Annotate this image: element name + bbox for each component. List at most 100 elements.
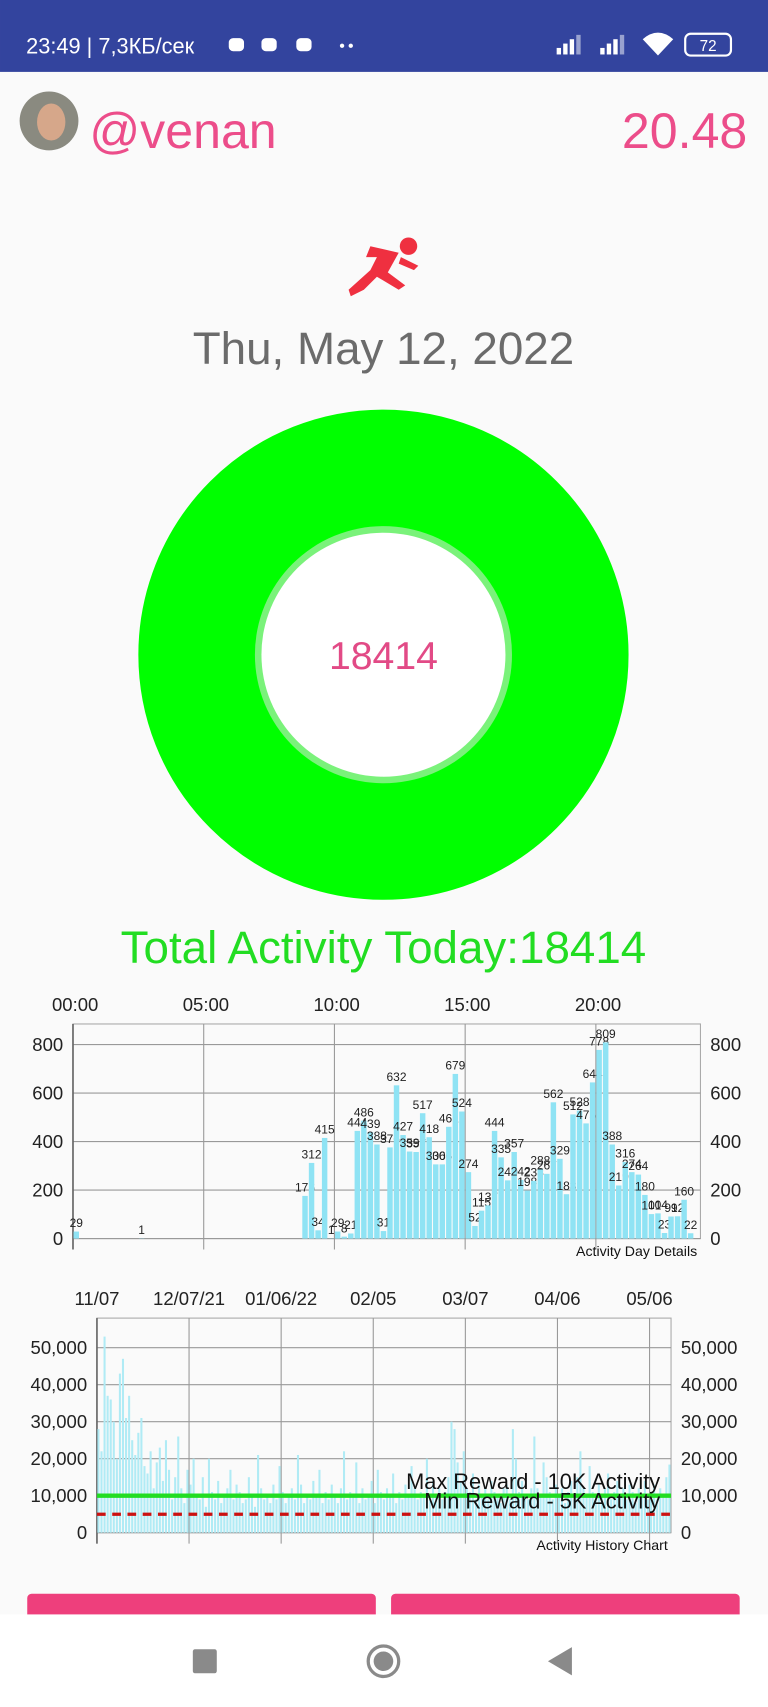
bar xyxy=(498,1157,504,1239)
bar xyxy=(229,1469,232,1533)
bar xyxy=(511,1152,517,1239)
bar xyxy=(687,1233,694,1239)
username[interactable]: @venan xyxy=(89,103,276,159)
bar xyxy=(321,1137,328,1239)
value-label: 101 xyxy=(641,1199,661,1213)
bar xyxy=(149,1451,152,1533)
value-label: 335 xyxy=(491,1142,511,1156)
bar xyxy=(341,1236,347,1239)
status-bar xyxy=(0,0,768,72)
bar xyxy=(398,1492,401,1533)
bar xyxy=(348,1233,354,1239)
bar xyxy=(433,1164,439,1239)
y2-tick-label: 200 xyxy=(710,1180,741,1201)
status-icons xyxy=(228,32,674,56)
bar xyxy=(478,1484,481,1533)
bar xyxy=(400,1135,406,1239)
bar xyxy=(189,1484,192,1533)
bar xyxy=(681,1199,687,1239)
date: Thu, May 12, 2022 xyxy=(193,323,574,374)
nav-recent[interactable] xyxy=(192,1649,217,1674)
bar xyxy=(653,1484,656,1533)
bar xyxy=(290,1488,293,1533)
bar xyxy=(379,1492,382,1533)
history-chart: 0 0 10,000 10,000 20,000 20,000 30,000 30,000 40… xyxy=(31,1288,738,1554)
x-tick-label: 00:00 xyxy=(52,994,98,1015)
bar xyxy=(499,1503,502,1533)
y2-tick-label: 20,000 xyxy=(681,1448,738,1469)
bar xyxy=(171,1499,174,1533)
bar xyxy=(602,1042,609,1239)
value-label: 104 xyxy=(648,1198,668,1212)
nav-home[interactable] xyxy=(366,1644,401,1679)
y2-tick-label: 0 xyxy=(710,1228,720,1249)
bar xyxy=(287,1495,290,1533)
value-label: 31 xyxy=(377,1216,391,1230)
x-tick-label: 12/07/21 xyxy=(153,1288,225,1309)
bar xyxy=(214,1499,217,1533)
bar xyxy=(143,1466,146,1533)
bar xyxy=(550,1102,557,1239)
bar xyxy=(576,1110,583,1239)
bar xyxy=(635,1174,642,1239)
bar xyxy=(238,1492,241,1533)
nav-back[interactable] xyxy=(547,1647,572,1676)
bar xyxy=(373,1503,376,1533)
bar xyxy=(517,1492,521,1533)
bar xyxy=(447,1477,450,1533)
bar xyxy=(198,1499,201,1533)
bar xyxy=(508,1499,511,1533)
bar xyxy=(217,1480,220,1533)
value-label: 809 xyxy=(596,1027,616,1041)
y2-tick-label: 50,000 xyxy=(681,1337,738,1358)
bar xyxy=(530,1488,533,1533)
bar xyxy=(557,1158,563,1239)
bar xyxy=(186,1469,189,1533)
chart-description: Activity History Chart xyxy=(536,1538,667,1554)
value-label: 288 xyxy=(530,1153,550,1167)
bar xyxy=(244,1499,247,1533)
bar xyxy=(152,1488,155,1533)
bar xyxy=(607,1473,610,1533)
ring-progress xyxy=(138,409,629,900)
bar xyxy=(493,1492,496,1533)
bar xyxy=(533,1436,536,1533)
y-tick-label: 200 xyxy=(32,1180,63,1201)
bar xyxy=(382,1499,385,1533)
bar xyxy=(419,1113,426,1239)
bar xyxy=(474,1499,478,1533)
value-label: 632 xyxy=(387,1070,407,1084)
value-label: 562 xyxy=(543,1087,563,1101)
bar xyxy=(646,1499,649,1533)
value-label: 92 xyxy=(671,1201,685,1215)
bar xyxy=(570,1114,576,1239)
bar xyxy=(393,1085,400,1239)
bar xyxy=(438,1488,441,1533)
bar xyxy=(128,1395,131,1533)
bar xyxy=(524,1190,530,1239)
bar xyxy=(444,1492,447,1533)
bar xyxy=(235,1484,238,1533)
y-tick-label: 0 xyxy=(53,1228,63,1249)
bar xyxy=(582,1488,585,1533)
bar xyxy=(339,1488,342,1533)
y-tick-label: 20,000 xyxy=(31,1448,88,1469)
bar xyxy=(472,1225,478,1239)
bar xyxy=(269,1503,272,1533)
bar xyxy=(648,1214,655,1239)
bar xyxy=(300,1484,303,1533)
value-label: 357 xyxy=(504,1137,524,1151)
bar xyxy=(603,1488,607,1533)
bar xyxy=(502,1488,505,1533)
bar xyxy=(109,1399,112,1533)
bar xyxy=(395,1503,398,1533)
bar xyxy=(485,1205,491,1239)
bar xyxy=(597,1484,600,1533)
total-activity: Total Activity Today:18414 xyxy=(121,922,647,973)
bar xyxy=(579,1451,582,1533)
bar xyxy=(293,1499,296,1533)
bar xyxy=(387,1147,393,1239)
bar xyxy=(622,1488,625,1533)
bar xyxy=(596,1049,602,1239)
